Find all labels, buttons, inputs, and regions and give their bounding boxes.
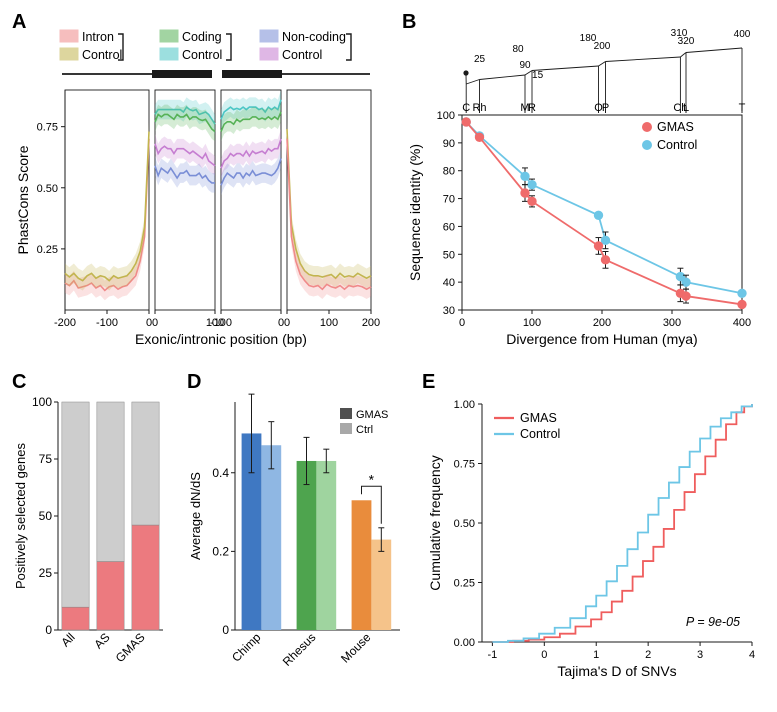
panel-e: E -1 0 1 2 3 4 0.00 0.25 0.50 0.75 1.00 Tajima's D o… (420, 370, 767, 702)
panel-c: C 0 25 50 75 100 Positively selected genes All A… (10, 370, 175, 702)
svg-text:0: 0 (284, 317, 290, 329)
svg-text:GMAS: GMAS (657, 120, 694, 134)
svg-text:0.00: 0.00 (454, 637, 475, 649)
svg-text:0.50: 0.50 (454, 518, 475, 530)
svg-text:P: P (602, 102, 609, 114)
svg-text:70: 70 (443, 194, 455, 206)
svg-text:Positively selected genes: Positively selected genes (13, 443, 28, 589)
svg-text:C: C (462, 102, 470, 114)
figure: A Intron Control Coding Control Non-coding Con… (10, 10, 767, 702)
svg-text:Coding: Coding (182, 30, 222, 44)
svg-text:A: A (12, 11, 26, 33)
svg-text:80: 80 (443, 166, 455, 178)
svg-text:0.25: 0.25 (454, 578, 475, 590)
svg-text:All: All (58, 630, 77, 649)
svg-text:0.75: 0.75 (37, 122, 58, 134)
svg-text:GMAS: GMAS (356, 409, 388, 421)
svg-text:200: 200 (594, 41, 611, 52)
svg-text:50: 50 (39, 509, 53, 523)
svg-text:Mouse: Mouse (338, 630, 374, 666)
svg-text:Control: Control (182, 48, 222, 62)
svg-text:0: 0 (541, 649, 547, 661)
svg-text:Ctrl: Ctrl (356, 424, 373, 436)
svg-text:3: 3 (697, 649, 703, 661)
svg-text:400: 400 (733, 317, 751, 329)
svg-text:Non-coding: Non-coding (282, 30, 346, 44)
svg-text:25: 25 (474, 54, 486, 65)
svg-text:-100: -100 (210, 317, 232, 329)
panel-b: B 0 100 200 300 400 30 40 50 60 70 80 90 100 Divergenc… (400, 10, 767, 355)
svg-text:30: 30 (443, 305, 455, 317)
svg-text:0.25: 0.25 (37, 244, 58, 256)
svg-text:Tajima's D of SNVs: Tajima's D of SNVs (557, 663, 676, 679)
svg-text:Intron: Intron (82, 30, 114, 44)
svg-text:Control: Control (82, 48, 122, 62)
svg-text:80: 80 (512, 44, 524, 55)
svg-text:0: 0 (222, 623, 229, 637)
svg-text:GMAS: GMAS (113, 630, 148, 665)
svg-text:T: T (739, 102, 746, 114)
svg-text:90: 90 (519, 60, 531, 71)
svg-text:15: 15 (532, 70, 544, 81)
svg-text:Rh: Rh (472, 102, 486, 114)
svg-text:R: R (528, 102, 536, 114)
svg-text:C: C (12, 371, 26, 393)
svg-text:0.75: 0.75 (454, 459, 475, 471)
svg-text:75: 75 (39, 452, 53, 466)
svg-text:100: 100 (320, 317, 338, 329)
svg-text:100: 100 (437, 110, 455, 122)
svg-text:P = 9e-05: P = 9e-05 (686, 615, 740, 629)
svg-text:Control: Control (520, 427, 560, 441)
svg-text:200: 200 (362, 317, 380, 329)
svg-text:1.00: 1.00 (454, 399, 475, 411)
panel-d: D 0 0.2 0.4 Average dN/dS Chimp Rhesus Mouse * GM… (185, 370, 410, 702)
svg-text:4: 4 (749, 649, 755, 661)
svg-text:300: 300 (663, 317, 681, 329)
svg-text:90: 90 (443, 138, 455, 150)
svg-text:60: 60 (443, 221, 455, 233)
svg-text:L: L (683, 102, 689, 114)
svg-text:-200: -200 (54, 317, 76, 329)
svg-text:-1: -1 (487, 649, 497, 661)
svg-text:200: 200 (593, 317, 611, 329)
svg-text:*: * (369, 471, 375, 487)
svg-text:100: 100 (32, 395, 52, 409)
svg-text:-100: -100 (96, 317, 118, 329)
svg-text:0: 0 (45, 623, 52, 637)
svg-text:320: 320 (678, 36, 695, 47)
svg-text:Sequence identity (%): Sequence identity (%) (407, 144, 423, 281)
svg-text:AS: AS (91, 630, 112, 651)
svg-text:B: B (402, 11, 416, 33)
svg-text:100: 100 (523, 317, 541, 329)
svg-text:0: 0 (152, 317, 158, 329)
svg-text:40: 40 (443, 277, 455, 289)
svg-text:Divergence from Human (mya): Divergence from Human (mya) (506, 331, 697, 347)
svg-text:0: 0 (459, 317, 465, 329)
svg-text:2: 2 (645, 649, 651, 661)
svg-text:0.50: 0.50 (37, 183, 58, 195)
svg-text:Exonic/intronic position (bp): Exonic/intronic position (bp) (135, 331, 307, 347)
svg-text:Control: Control (657, 138, 697, 152)
svg-text:PhastCons Score: PhastCons Score (15, 145, 31, 254)
svg-text:Control: Control (282, 48, 322, 62)
svg-text:25: 25 (39, 566, 53, 580)
svg-text:E: E (422, 371, 435, 393)
svg-text:Chimp: Chimp (229, 630, 264, 665)
svg-text:1: 1 (593, 649, 599, 661)
svg-text:Average dN/dS: Average dN/dS (188, 472, 203, 560)
svg-text:400: 400 (734, 29, 751, 40)
panel-a: A Intron Control Coding Control Non-coding Con… (10, 10, 375, 355)
svg-text:Cumulative frequency: Cumulative frequency (427, 455, 443, 590)
svg-text:Rhesus: Rhesus (280, 630, 319, 669)
svg-text:D: D (187, 371, 201, 393)
svg-text:0.2: 0.2 (212, 544, 229, 558)
svg-text:0.4: 0.4 (212, 466, 229, 480)
svg-text:GMAS: GMAS (520, 411, 557, 425)
svg-text:50: 50 (443, 249, 455, 261)
